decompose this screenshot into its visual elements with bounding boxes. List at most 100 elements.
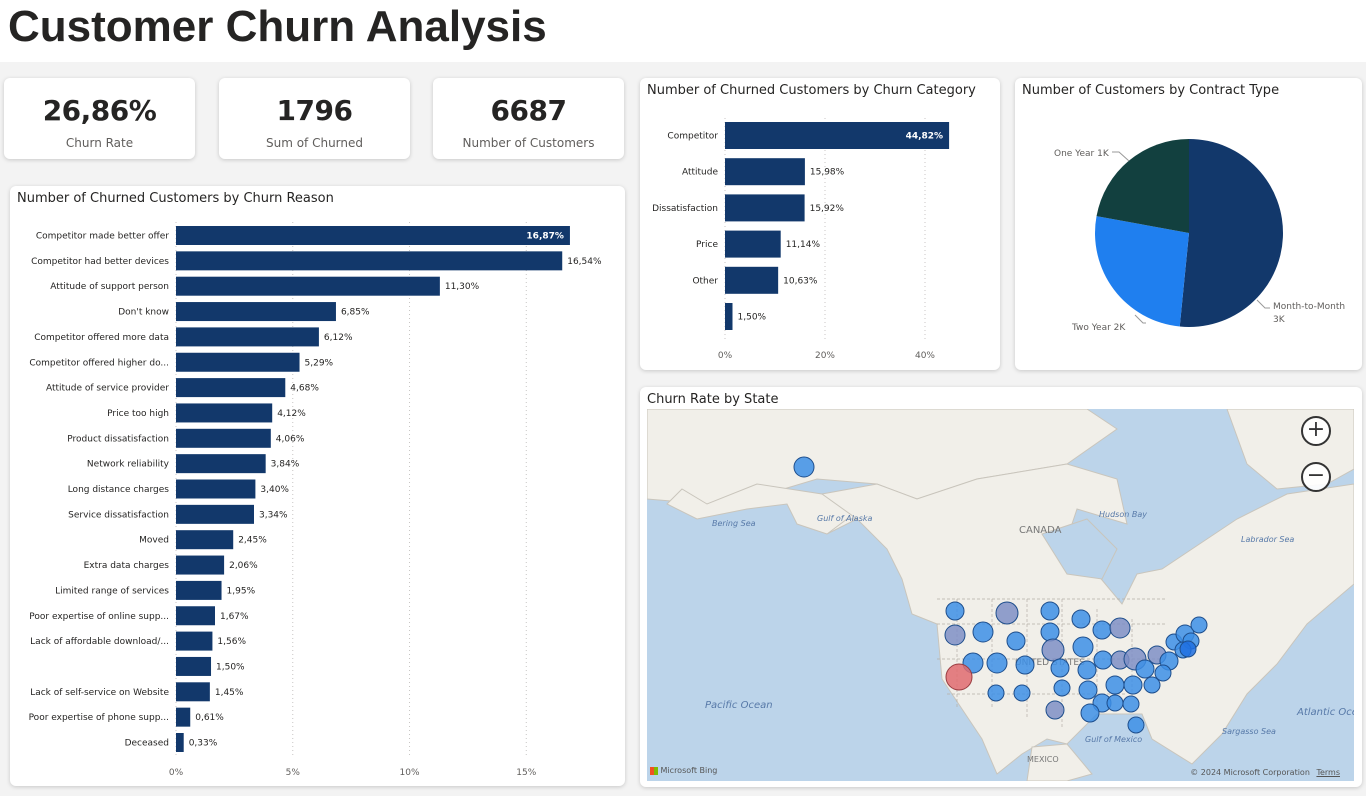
bar[interactable] — [176, 276, 440, 296]
bar[interactable] — [176, 327, 319, 347]
bar[interactable] — [176, 530, 234, 550]
data-label: 1,50% — [216, 662, 245, 672]
kpi-label: Sum of Churned — [265, 136, 364, 150]
state-bubble — [1053, 679, 1071, 697]
state-bubble — [1143, 676, 1161, 694]
kpi-card-number-customers[interactable]: 6687 Number of Customers — [433, 78, 624, 159]
category-label: Lack of self-service on Website — [30, 688, 169, 698]
state-bubble — [1040, 622, 1060, 642]
bar[interactable] — [176, 656, 212, 676]
bar[interactable] — [176, 733, 184, 752]
kpi-card-churn-rate[interactable]: 26,86% Churn Rate — [4, 78, 195, 159]
pie-slice[interactable] — [1095, 216, 1189, 327]
bar[interactable] — [176, 454, 266, 474]
bar[interactable] — [725, 230, 781, 258]
pie-slice[interactable] — [1096, 139, 1189, 233]
map-label-labrador-sea: Labrador Sea — [1241, 535, 1294, 544]
visual-title: Number of Customers by Contract Type — [1022, 83, 1280, 98]
data-label: 4,68% — [290, 384, 319, 394]
map-label-bering-sea: Bering Sea — [712, 519, 756, 528]
data-label: 6,85% — [341, 308, 370, 318]
map-label-canada: CANADA — [1019, 525, 1062, 536]
terms-link[interactable]: Terms — [1316, 768, 1340, 777]
category-label: Other — [692, 276, 718, 286]
bar[interactable] — [176, 226, 570, 245]
bar[interactable] — [725, 266, 779, 294]
pie-label: One Year 1K — [1054, 149, 1110, 159]
map-label-sargasso-sea: Sargasso Sea — [1222, 727, 1276, 736]
state-bubble — [945, 601, 965, 621]
bar[interactable] — [176, 580, 222, 600]
data-label: 2,45% — [238, 536, 267, 546]
category-label: Limited range of services — [55, 586, 169, 596]
bar[interactable] — [725, 158, 805, 186]
data-label: 0,61% — [195, 713, 224, 723]
data-label: 10,63% — [783, 276, 818, 286]
contract-type-visual[interactable]: Number of Customers by Contract Type Mon… — [1015, 78, 1362, 370]
contract-type-pie-chart[interactable]: Month-to-Month 3K Two Year 2K One Year 1K — [1015, 78, 1362, 370]
x-tick-label: 15% — [516, 768, 536, 778]
map-svg[interactable]: Bering Sea Gulf of Alaska CANADA Hudson … — [647, 409, 1354, 781]
map-label-united-states: UNITED STATES — [1015, 658, 1085, 668]
category-label: Long distance charges — [68, 485, 170, 495]
visual-title: Churn Rate by State — [647, 392, 779, 407]
state-bubble — [1092, 620, 1112, 640]
kpi-value: 26,86% — [42, 94, 157, 127]
state-bubble — [1105, 675, 1125, 695]
category-label: Price too high — [107, 409, 169, 419]
bar[interactable] — [176, 682, 210, 702]
bar[interactable] — [176, 479, 256, 499]
churn-category-bar-chart[interactable]: 0% 20% 40% Competitor 44,82% Attitude 15,98% Di… — [640, 78, 1000, 370]
category-label: Lack of affordable download/... — [30, 637, 169, 647]
map-canvas[interactable]: Bering Sea Gulf of Alaska CANADA Hudson … — [647, 409, 1354, 781]
bar[interactable] — [176, 631, 213, 651]
kpi-value: 1796 — [276, 94, 353, 127]
land-masses — [647, 409, 1354, 781]
data-label: 1,95% — [227, 586, 256, 596]
state-bubble — [1050, 658, 1070, 678]
bar[interactable] — [176, 504, 254, 524]
zoom-in-button[interactable]: + — [1301, 416, 1331, 446]
category-label: Poor expertise of online supp... — [29, 612, 169, 622]
zoom-out-button[interactable]: − — [1301, 462, 1331, 492]
state-bubble — [944, 624, 966, 646]
bar[interactable] — [176, 555, 225, 575]
bar[interactable] — [725, 122, 950, 149]
x-tick-label: 10% — [400, 768, 420, 778]
state-bubble — [1127, 716, 1145, 734]
data-label: 15,98% — [810, 168, 845, 178]
copyright-text: © 2024 Microsoft Corporation — [1190, 768, 1310, 777]
data-label: 1,50% — [738, 313, 767, 323]
state-bubble — [1179, 640, 1197, 658]
state-bubble — [1013, 684, 1031, 702]
bar[interactable] — [176, 302, 336, 322]
state-bubble — [1106, 694, 1124, 712]
bar[interactable] — [176, 378, 286, 398]
bar[interactable] — [176, 352, 300, 372]
churn-category-visual[interactable]: Number of Churned Customers by Churn Cat… — [640, 78, 1000, 370]
churn-reason-bar-chart[interactable]: 0% 5% 10% 15% Competitor made better offer 16… — [10, 186, 625, 786]
bar[interactable] — [176, 606, 215, 626]
pie-slice[interactable] — [1179, 139, 1284, 327]
state-bubbles[interactable] — [793, 456, 1208, 734]
water-hudson-bay — [1041, 518, 1118, 580]
data-label: 44,82% — [906, 132, 944, 142]
state-bubble — [1040, 601, 1060, 621]
bar[interactable] — [725, 194, 805, 222]
state-bubble — [1093, 650, 1113, 670]
kpi-card-sum-churned[interactable]: 1796 Sum of Churned — [219, 78, 410, 159]
bar[interactable] — [176, 707, 191, 727]
bar[interactable] — [176, 403, 273, 423]
state-bubble — [1071, 609, 1091, 629]
bar[interactable] — [176, 251, 563, 271]
churn-reason-visual[interactable]: Number of Churned Customers by Churn Rea… — [10, 186, 625, 786]
bing-logo-icon — [650, 766, 658, 775]
leader-line — [1134, 314, 1146, 324]
state-bubble — [1006, 631, 1026, 651]
data-label: 4,06% — [276, 434, 305, 444]
state-bubble-alaska — [793, 456, 815, 478]
bar[interactable] — [725, 303, 733, 330]
category-label: Attitude — [682, 168, 719, 178]
churn-state-map-visual[interactable]: Churn Rate by State — [640, 387, 1362, 787]
bar[interactable] — [176, 428, 271, 448]
